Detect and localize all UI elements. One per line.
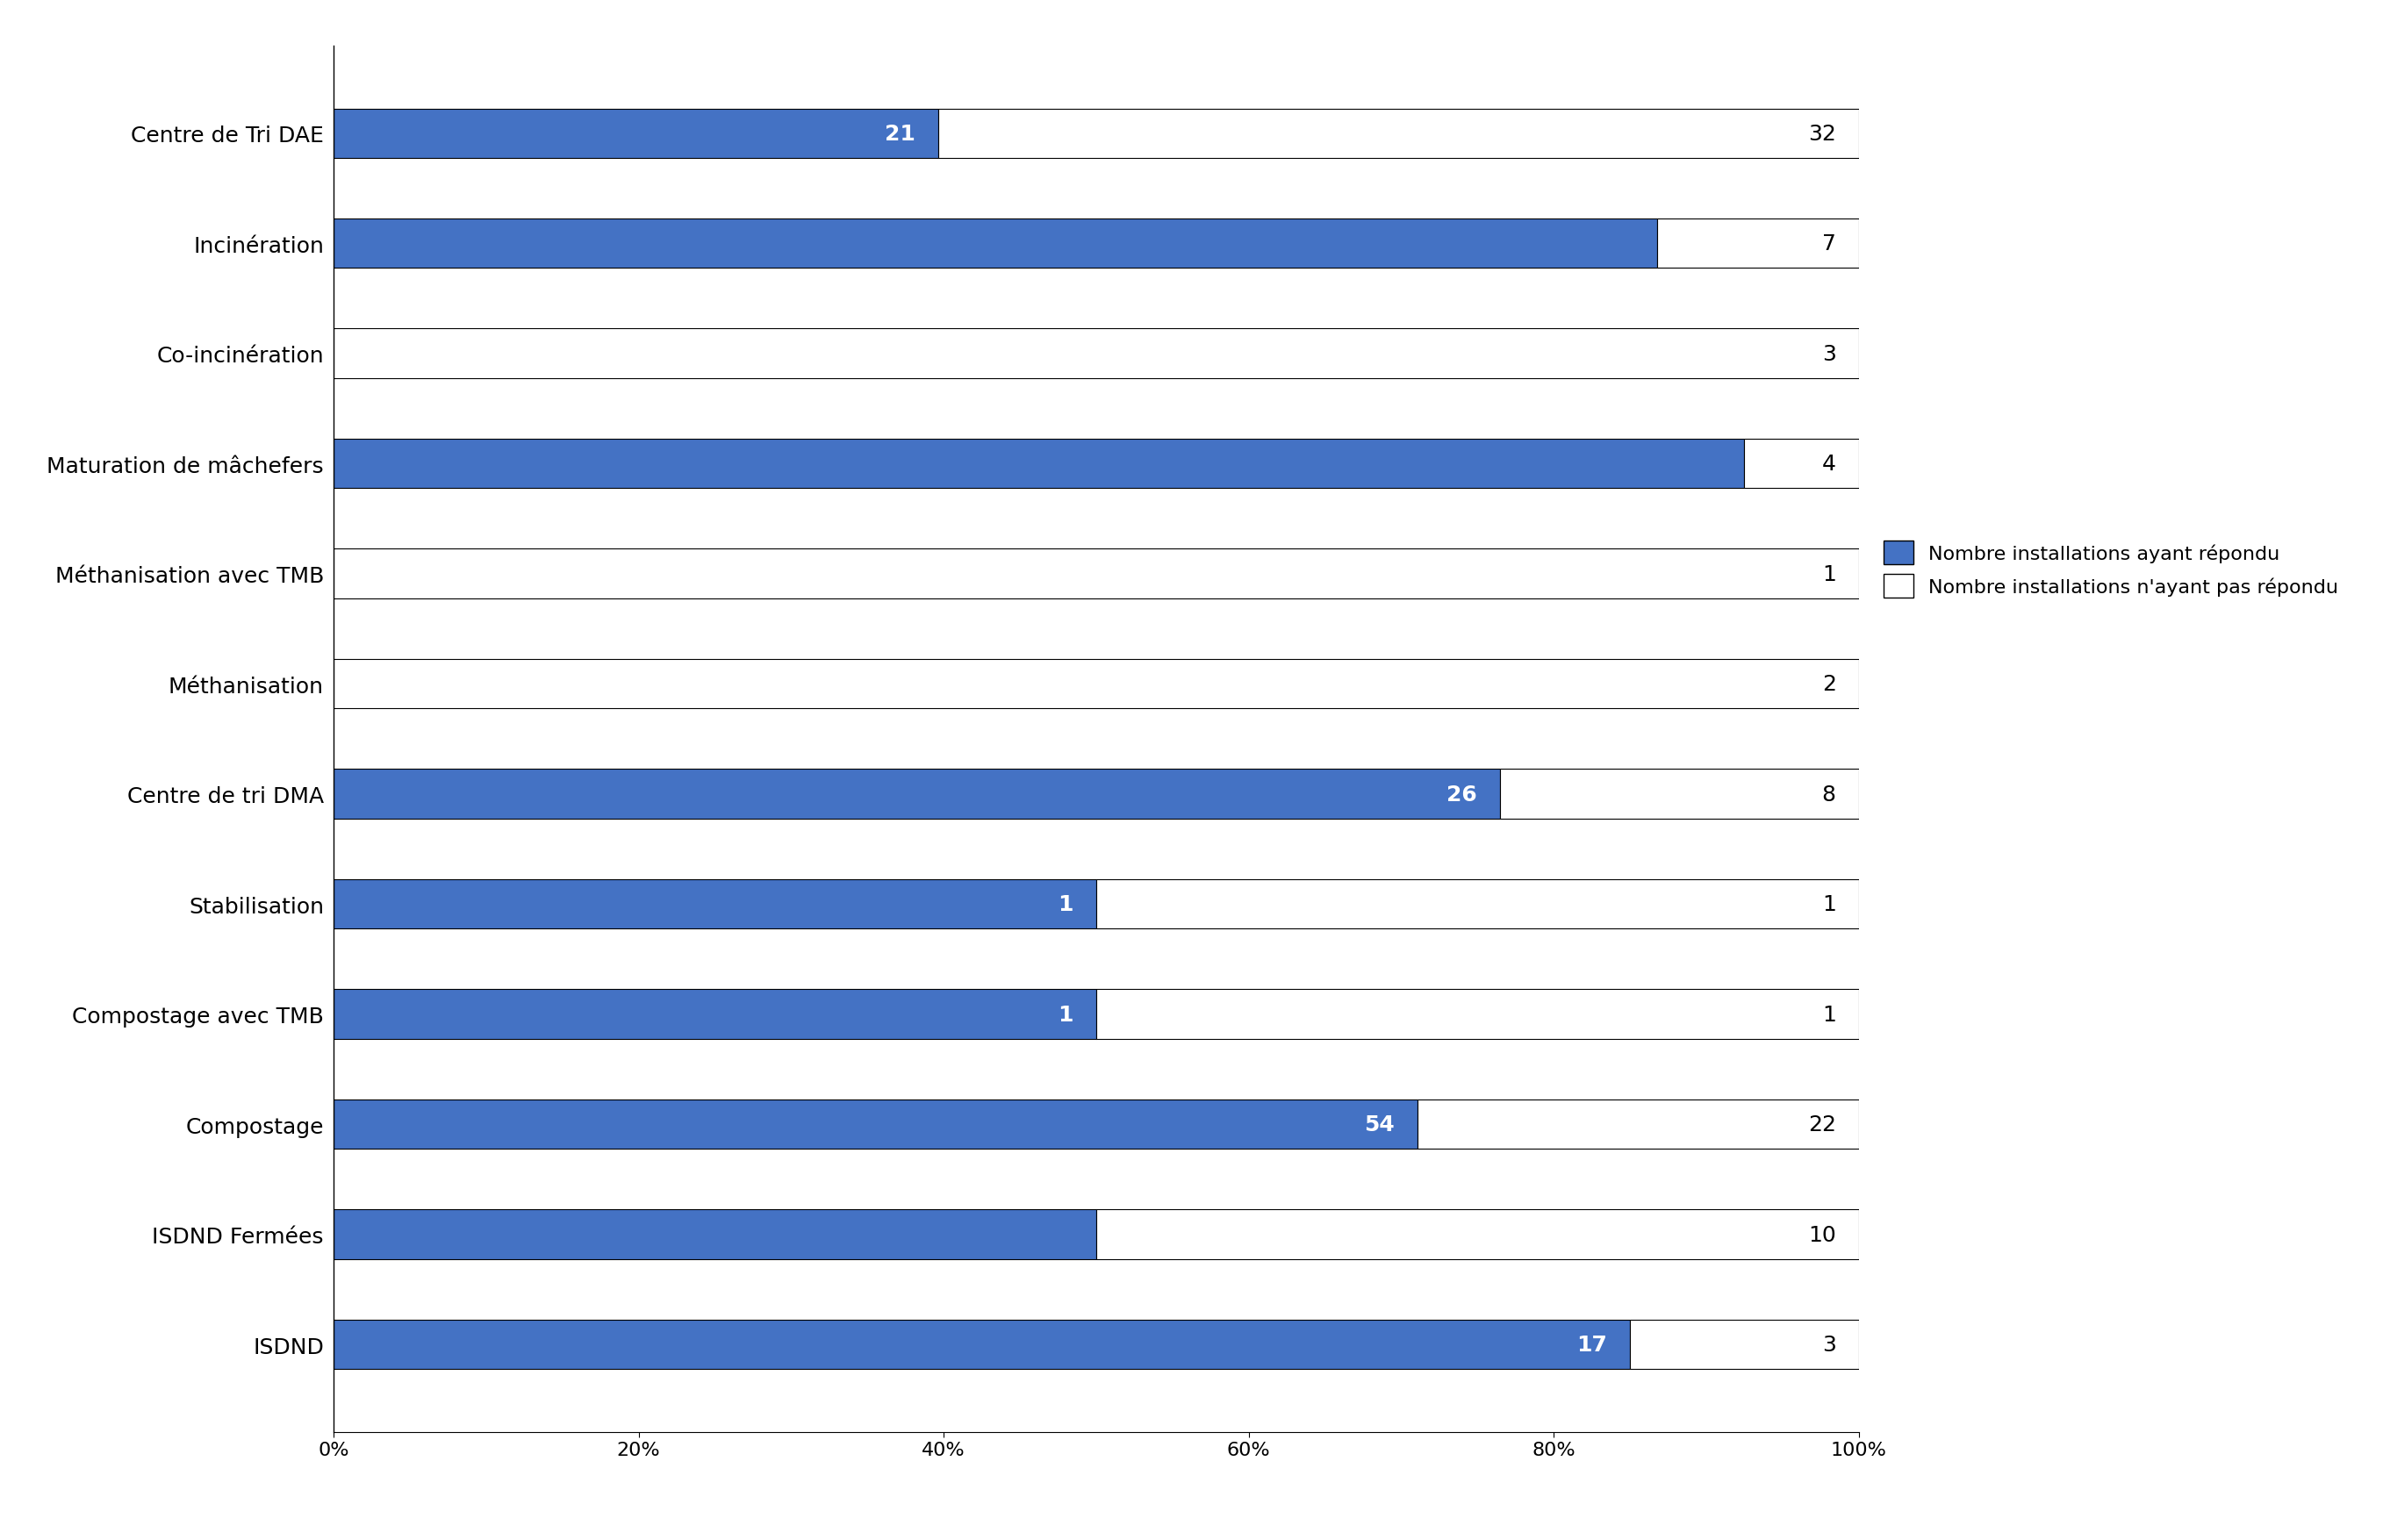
Bar bbox=[1744, 439, 1859, 488]
Text: 1: 1 bbox=[1823, 1004, 1835, 1024]
Text: 8: 8 bbox=[1823, 784, 1835, 805]
Bar bbox=[1096, 990, 1859, 1040]
Bar bbox=[1656, 219, 1859, 270]
Text: 3: 3 bbox=[1823, 1334, 1835, 1355]
Bar bbox=[334, 439, 1744, 488]
Legend: Nombre installations ayant répondu, Nombre installations n'ayant pas répondu: Nombre installations ayant répondu, Nomb… bbox=[1883, 541, 2338, 599]
Bar bbox=[334, 330, 1859, 379]
Bar bbox=[1096, 1209, 1859, 1260]
Bar bbox=[334, 990, 1096, 1040]
Bar bbox=[1418, 1100, 1859, 1149]
Text: 32: 32 bbox=[1809, 123, 1835, 145]
Text: 3: 3 bbox=[1823, 343, 1835, 365]
Text: 1: 1 bbox=[1823, 564, 1835, 585]
Text: 1: 1 bbox=[1823, 893, 1835, 915]
Bar bbox=[334, 770, 1499, 819]
Bar bbox=[1630, 1320, 1859, 1369]
Text: 2: 2 bbox=[1823, 673, 1835, 695]
Bar bbox=[334, 659, 1859, 708]
Bar bbox=[334, 550, 1859, 599]
Text: 1: 1 bbox=[1058, 893, 1072, 915]
Text: 54: 54 bbox=[1363, 1113, 1394, 1135]
Text: 7: 7 bbox=[1823, 234, 1835, 254]
Bar bbox=[1096, 879, 1859, 929]
Bar bbox=[334, 1320, 1630, 1369]
Text: 26: 26 bbox=[1446, 784, 1477, 805]
Bar bbox=[334, 1100, 1418, 1149]
Text: 21: 21 bbox=[884, 123, 915, 145]
Text: 22: 22 bbox=[1809, 1113, 1835, 1135]
Text: 10: 10 bbox=[1809, 1224, 1835, 1244]
Text: 17: 17 bbox=[1578, 1334, 1606, 1355]
Text: 4: 4 bbox=[1823, 454, 1835, 474]
Bar bbox=[334, 219, 1656, 270]
Bar bbox=[334, 109, 939, 159]
Bar bbox=[334, 879, 1096, 929]
Text: 1: 1 bbox=[1058, 1004, 1072, 1024]
Bar bbox=[939, 109, 1859, 159]
Bar bbox=[1499, 770, 1859, 819]
Bar bbox=[334, 1209, 1096, 1260]
